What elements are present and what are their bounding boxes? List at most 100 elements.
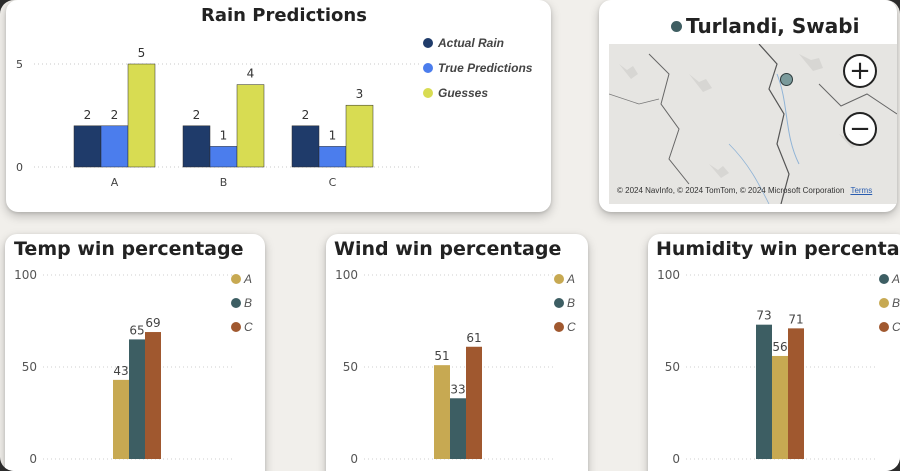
wind-y-tick: 0 <box>350 452 358 466</box>
humidity-legend-label: B <box>892 296 900 310</box>
temp-y-tick: 100 <box>14 268 37 282</box>
zoom-out-button[interactable]: − <box>843 112 877 146</box>
rain-bar[interactable] <box>209 146 238 168</box>
rain-legend-label: True Predictions <box>438 61 533 75</box>
rain-data-label: 2 <box>193 108 201 122</box>
humidity-y-tick: 100 <box>657 268 680 282</box>
humidity-data-label: 71 <box>788 312 803 326</box>
rain-bar[interactable] <box>73 125 102 168</box>
rain-legend-label: Guesses <box>438 86 489 100</box>
temp-legend-label: B <box>244 296 253 310</box>
humidity-data-label: 73 <box>756 309 771 323</box>
map-location-pin-icon[interactable] <box>780 73 793 86</box>
temp-legend-item[interactable]: B <box>231 296 252 310</box>
humidity-legend-item[interactable]: A <box>879 272 900 286</box>
rain-data-label: 2 <box>302 108 310 122</box>
map-card: Turlandi, Swabi + − <box>599 0 897 212</box>
legend-dot-icon <box>554 274 564 284</box>
rain-data-label: 4 <box>247 67 255 81</box>
rain-data-label: 5 <box>138 46 146 60</box>
legend-dot-icon <box>423 88 433 98</box>
rain-predictions-card: Rain Predictions 0 5 2 2 5 A 2 1 4 B 2 1 3 C Actual R… <box>6 0 551 212</box>
wind-data-label: 61 <box>466 331 481 345</box>
map-terms-link[interactable]: Terms <box>850 186 873 195</box>
temp-bar[interactable] <box>113 379 129 459</box>
rain-data-label: 3 <box>356 87 364 101</box>
rain-data-label: 1 <box>220 128 228 142</box>
wind-data-label: 33 <box>450 382 465 396</box>
rain-bar[interactable] <box>318 146 347 168</box>
legend-dot-icon <box>879 322 889 332</box>
wind-legend-item[interactable]: B <box>554 296 575 310</box>
location-marker-icon <box>671 20 682 32</box>
rain-data-label: 1 <box>329 128 337 142</box>
wind-legend-item[interactable]: A <box>554 272 575 286</box>
map-title: Turlandi, Swabi <box>671 14 859 38</box>
map-attribution: © 2024 NavInfo, © 2024 TomTom, © 2024 Mi… <box>617 186 872 195</box>
rain-chart-title: Rain Predictions <box>201 5 367 26</box>
rain-chart: 0 5 2 2 5 A 2 1 4 B 2 1 3 C <box>16 46 422 189</box>
rain-legend-item[interactable]: Actual Rain <box>423 36 504 50</box>
temp-legend-item[interactable]: A <box>231 272 252 286</box>
rain-y-tick: 0 <box>16 161 23 174</box>
legend-dot-icon <box>231 322 241 332</box>
rain-legend-item[interactable]: Guesses <box>423 86 488 100</box>
rain-legend-item[interactable]: True Predictions <box>423 61 532 75</box>
rain-bar[interactable] <box>100 125 129 168</box>
wind-legend-item[interactable]: C <box>554 320 576 334</box>
temp-bar[interactable] <box>145 332 161 459</box>
temp-legend-label: A <box>244 272 253 286</box>
wind-data-label: 51 <box>434 349 449 363</box>
rain-bar[interactable] <box>345 104 374 168</box>
legend-dot-icon <box>554 298 564 308</box>
humidity-bar[interactable] <box>788 328 804 459</box>
map-location-name: Turlandi, Swabi <box>686 14 860 38</box>
wind-bar[interactable] <box>434 365 450 459</box>
legend-dot-icon <box>879 298 889 308</box>
humidity-bar[interactable] <box>756 324 772 459</box>
temp-data-label: 69 <box>145 316 160 330</box>
rain-data-label: 2 <box>111 108 119 122</box>
legend-dot-icon <box>423 63 433 73</box>
rain-y-tick: 5 <box>16 58 23 71</box>
legend-dot-icon <box>231 298 241 308</box>
legend-dot-icon <box>554 322 564 332</box>
temp-chart-title: Temp win percentage <box>14 238 244 260</box>
wind-legend-label: B <box>567 296 576 310</box>
humidity-legend-item[interactable]: B <box>879 296 900 310</box>
temp-data-label: 65 <box>129 323 144 337</box>
temp-y-tick: 0 <box>29 452 37 466</box>
temp-y-tick: 50 <box>22 360 37 374</box>
legend-dot-icon <box>879 274 889 284</box>
wind-legend-label: A <box>567 272 576 286</box>
humidity-data-label: 56 <box>772 340 787 354</box>
humidity-y-tick: 50 <box>665 360 680 374</box>
map-view[interactable]: + − © 2024 NavInfo, © 2024 TomTom, © 202… <box>609 44 897 204</box>
humidity-legend-item[interactable]: C <box>879 320 900 334</box>
rain-category-label: C <box>329 176 337 189</box>
rain-bar[interactable] <box>182 125 211 168</box>
temp-legend-label: C <box>244 320 253 334</box>
rain-category-label: A <box>111 176 119 189</box>
rain-bar[interactable] <box>236 84 265 168</box>
temp-data-label: 43 <box>113 364 128 378</box>
temp-legend-item[interactable]: C <box>231 320 253 334</box>
wind-y-tick: 100 <box>335 268 358 282</box>
wind-chart: 0 50 100 51 33 61 <box>335 268 556 466</box>
humidity-bar[interactable] <box>772 355 788 459</box>
zoom-in-button[interactable]: + <box>843 54 877 88</box>
rain-legend-label: Actual Rain <box>438 36 505 50</box>
wind-bar[interactable] <box>450 398 466 459</box>
rain-bar[interactable] <box>291 125 320 168</box>
wind-legend-label: C <box>567 320 576 334</box>
temp-bar[interactable] <box>129 339 145 459</box>
wind-y-tick: 50 <box>343 360 358 374</box>
rain-bar[interactable] <box>127 63 156 168</box>
legend-dot-icon <box>423 38 433 48</box>
wind-bar[interactable] <box>466 346 482 459</box>
